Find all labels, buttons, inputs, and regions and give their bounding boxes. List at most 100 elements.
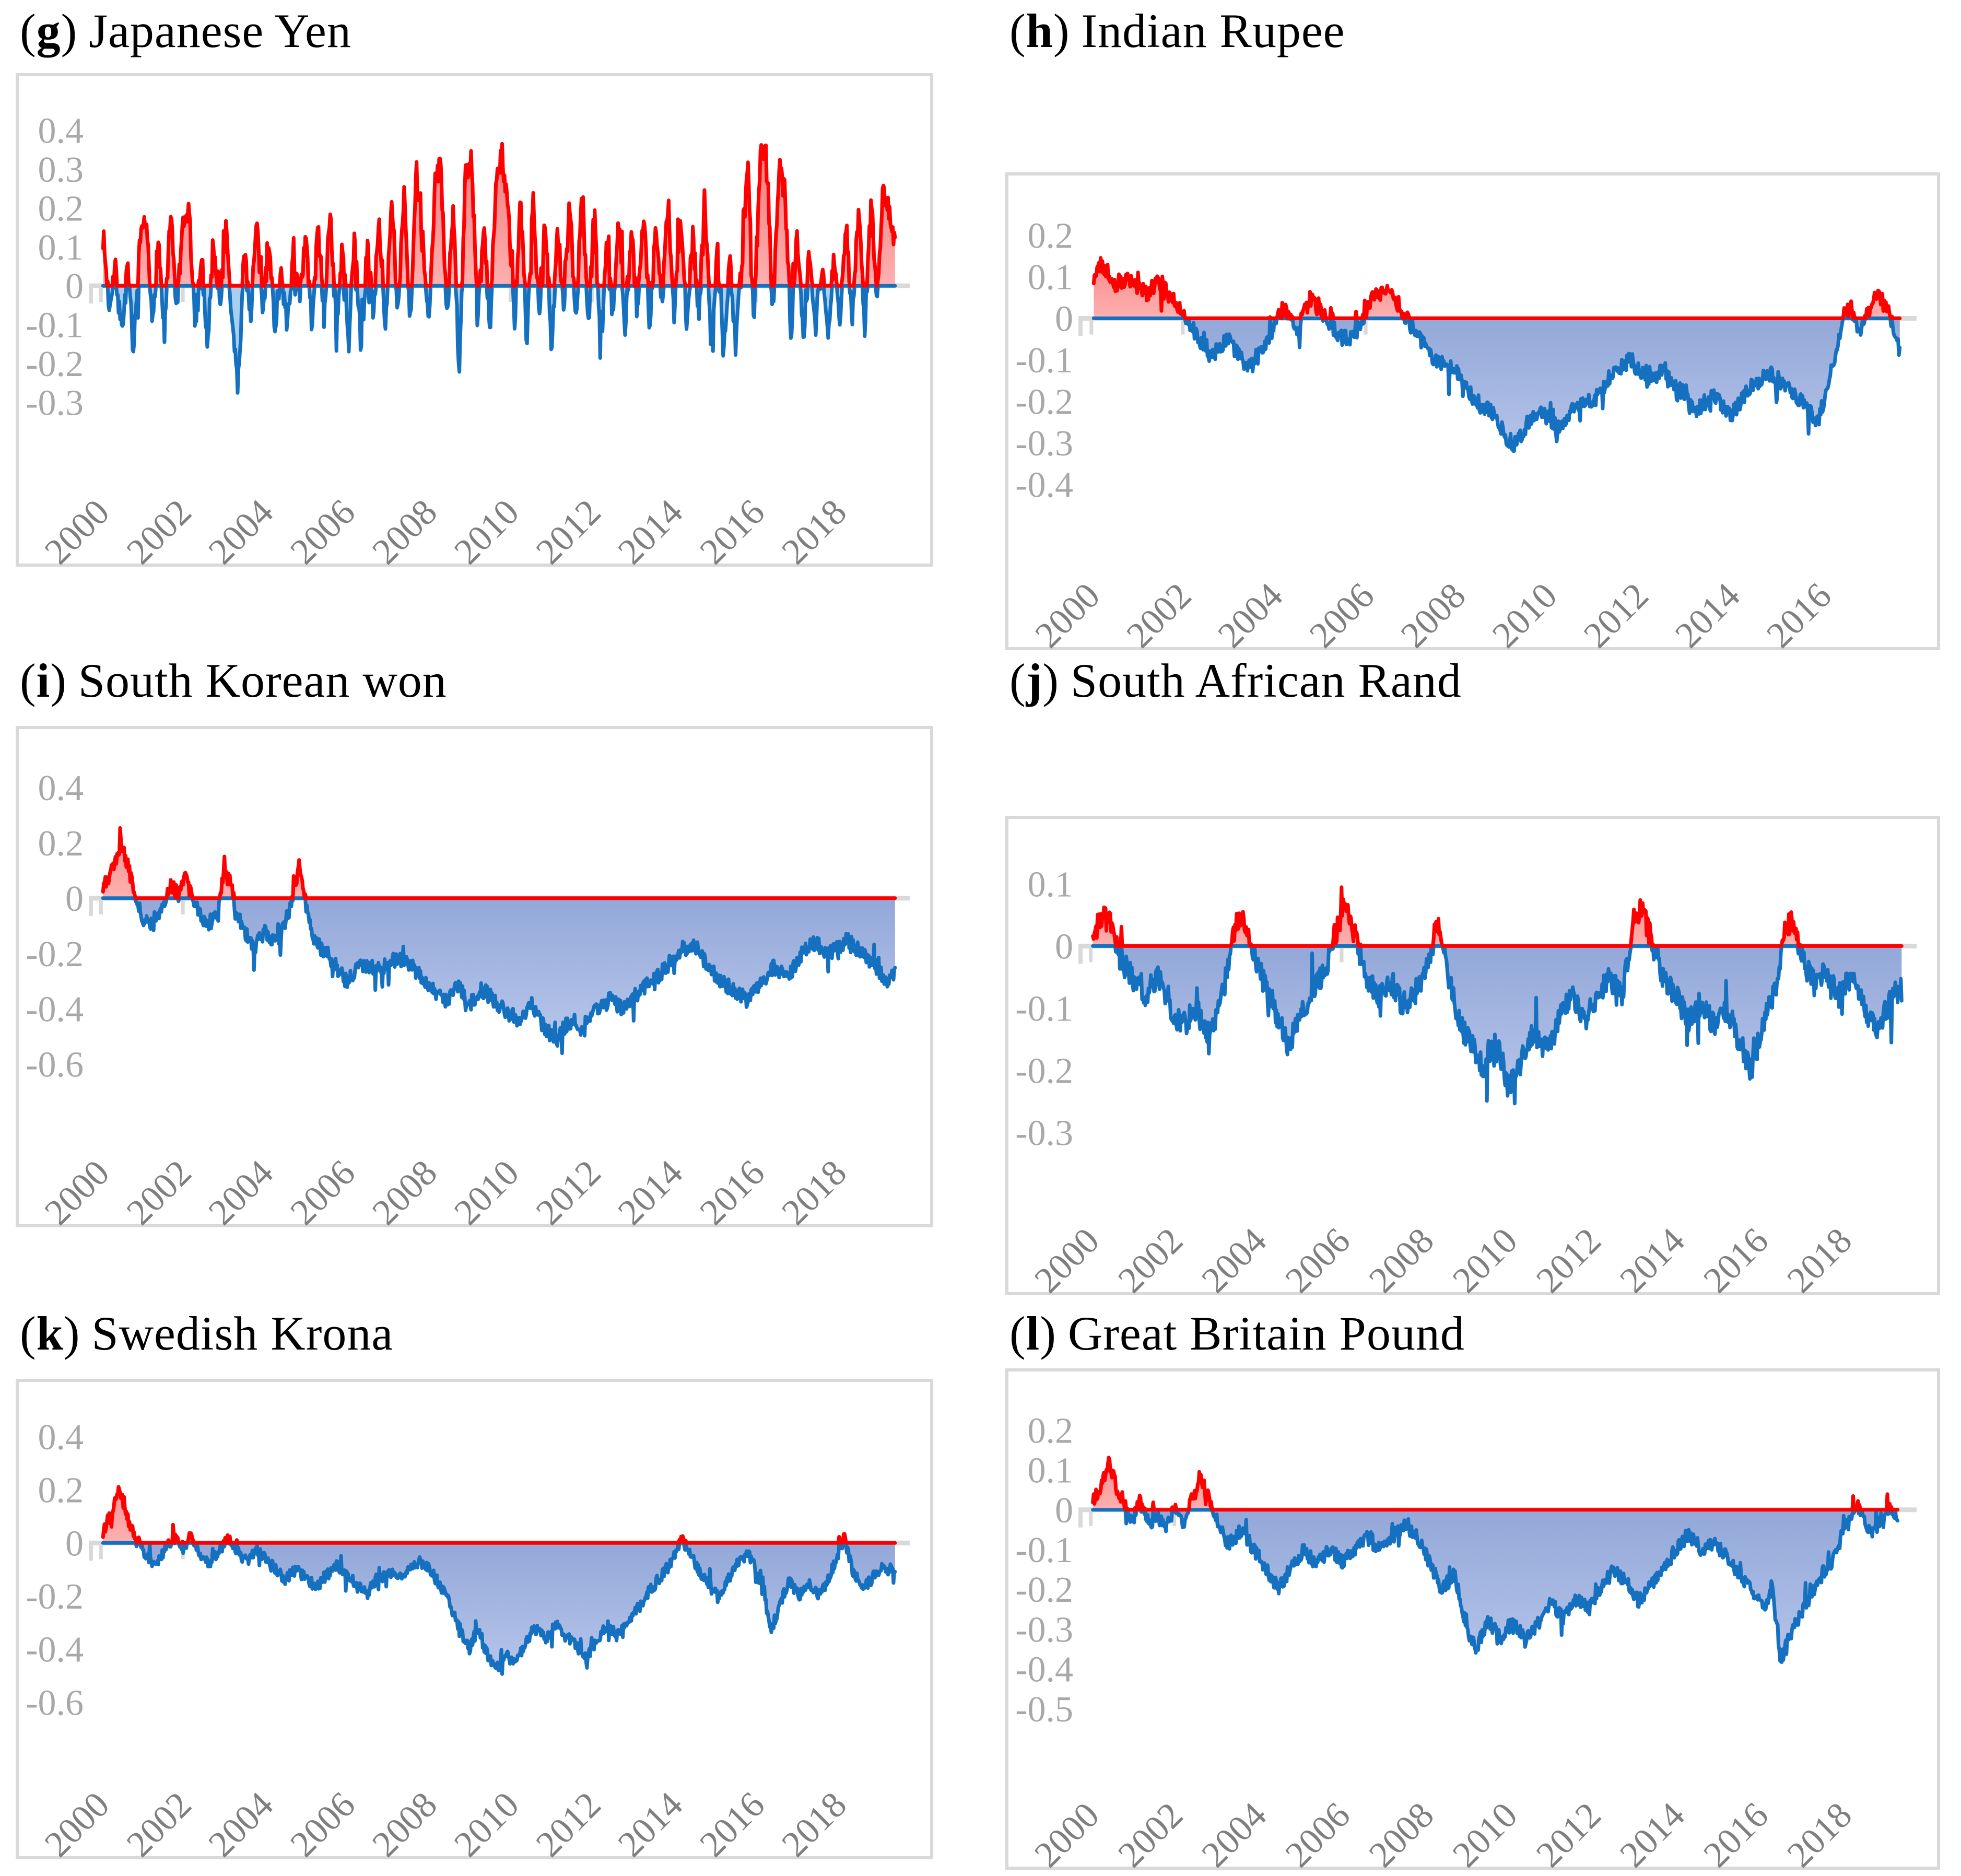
y-axis-tick-label: -0.3 <box>1015 424 1073 464</box>
paren-close: ) <box>50 654 67 707</box>
negative-area-fill <box>1093 946 1902 1104</box>
panel-letter: j <box>1026 654 1043 707</box>
panel-letter: i <box>36 654 51 707</box>
y-axis-tick-label: -0.1 <box>1015 989 1073 1029</box>
panel-l-title: (l) Great Britain Pound <box>1009 1306 1465 1361</box>
axis-tick <box>1340 947 1344 963</box>
negative-area-fill <box>1094 318 1900 451</box>
axis-tick <box>1078 1509 1083 1528</box>
y-axis-tick-label: 0.1 <box>38 228 84 268</box>
panel-letter: l <box>1026 1307 1040 1360</box>
paren-open: ( <box>1009 1307 1026 1360</box>
negative-area-fill <box>1093 1509 1898 1662</box>
negative-area-fill <box>103 898 895 1053</box>
y-axis-tick-label: -0.3 <box>1015 1113 1073 1153</box>
y-axis-tick-label: 0 <box>1055 299 1073 339</box>
chart-h-indian-rupee: 0.2 0.1 0 -0.1 -0.2 -0.3 -0.4 2000 2002 2004 2006 2… <box>1005 172 1940 650</box>
y-axis-tick-label: 0 <box>65 1523 84 1564</box>
axis-tick <box>1089 1511 1093 1526</box>
chart-frame <box>1005 172 1940 650</box>
axis-tick <box>1181 320 1185 335</box>
y-axis-tick-label: 0.2 <box>38 189 84 229</box>
y-axis-tick-label: -0.2 <box>26 1577 84 1617</box>
axis-tick <box>509 287 512 302</box>
axis-tick <box>89 898 93 916</box>
positive-area-fill <box>103 144 895 286</box>
axis-tick <box>181 899 185 914</box>
chart-i-south-korean-won: 0.4 0.2 0 -0.2 -0.4 -0.6 2000 2002 2004 2006 2008 2… <box>16 726 933 1227</box>
axis-tick <box>89 1543 93 1561</box>
chart-j-south-african-rand: 0.1 0 -0.1 -0.2 -0.3 2000 2002 2004 2006 2008 2010… <box>1005 816 1940 1295</box>
y-axis-tick-label: 0 <box>65 879 84 919</box>
positive-series-line <box>101 142 897 288</box>
y-axis-tick-label: 0 <box>65 266 84 307</box>
paren-open: ( <box>1009 4 1026 57</box>
paren-close: ) <box>61 4 78 57</box>
panel-currency-name: Japanese Yen <box>89 4 351 57</box>
paren-open: ( <box>20 654 37 707</box>
chart-frame <box>1005 816 1940 1295</box>
negative-series-line <box>101 896 897 1056</box>
panel-i-title: (i) South Korean won <box>20 653 447 708</box>
negative-series-line <box>101 284 897 395</box>
paren-close: ) <box>1042 654 1059 707</box>
axis-tick <box>1078 318 1083 336</box>
chart-l-great-britain-pound: 0.2 0.1 0 -0.1 -0.2 -0.3 -0.4 -0.5 2000 2002 2004 2… <box>1005 1368 1940 1870</box>
y-axis-tick-label: 0.1 <box>1028 1451 1074 1491</box>
y-axis-tick-label: 0 <box>1055 1491 1073 1531</box>
positive-series-line <box>1091 1456 1900 1512</box>
y-axis-tick-label: -0.2 <box>1015 382 1073 422</box>
paren-open: ( <box>20 1307 37 1360</box>
axis-tick <box>1364 320 1368 335</box>
y-axis-tick-label: 0.2 <box>38 824 84 864</box>
positive-series-line <box>1091 256 1902 320</box>
chart-g-japanese-yen: 0.4 0.3 0.2 0.1 0 -0.1 -0.2 -0.3 2000 2002 2004 200… <box>16 73 933 567</box>
y-axis-tick-label: -0.2 <box>1015 1051 1073 1091</box>
axis-tick <box>1089 320 1094 335</box>
y-axis-tick-label: -0.1 <box>26 306 84 346</box>
axis-tick <box>99 899 103 914</box>
axis-tick <box>1078 946 1083 964</box>
panel-currency-name: South Korean won <box>78 654 447 707</box>
chart-frame <box>16 73 933 567</box>
axis-tick <box>99 287 103 302</box>
panel-h-title: (h) Indian Rupee <box>1009 3 1345 58</box>
panel-letter: k <box>36 1307 64 1360</box>
axis-tick <box>1172 1511 1177 1526</box>
paren-close: ) <box>63 1307 80 1360</box>
panel-j-title: (j) South African Rand <box>1009 653 1462 708</box>
paren-close: ) <box>1040 1307 1056 1360</box>
y-axis-tick-label: -0.4 <box>26 1630 84 1670</box>
y-axis-tick-label: 0.2 <box>38 1471 84 1511</box>
y-axis-tick-label: 0.4 <box>38 1417 84 1458</box>
y-axis-tick-label: -0.1 <box>1015 341 1073 381</box>
axis-tick <box>590 287 594 302</box>
panel-g-title: (g) Japanese Yen <box>20 3 351 58</box>
panel-currency-name: South African Rand <box>1070 654 1462 707</box>
panel-letter: h <box>1026 4 1053 57</box>
paren-open: ( <box>1009 654 1026 707</box>
y-axis-tick-label: -0.1 <box>1015 1530 1073 1570</box>
y-axis-tick-label: 0.1 <box>1028 864 1074 905</box>
axis-tick <box>181 287 185 302</box>
panel-currency-name: Indian Rupee <box>1081 4 1345 57</box>
paren-open: ( <box>20 4 37 57</box>
negative-series-line <box>1091 944 1904 1106</box>
axis-tick <box>1089 947 1093 963</box>
y-axis-tick-label: 0.3 <box>38 150 84 190</box>
y-axis-tick-label: -0.3 <box>1015 1610 1073 1650</box>
negative-series-line <box>101 1541 897 1676</box>
negative-series-line <box>1091 1508 1900 1664</box>
positive-series-line <box>1091 885 1904 948</box>
y-axis-tick-label: -0.3 <box>26 383 84 423</box>
y-axis-tick-label: 0.4 <box>38 111 84 151</box>
y-axis-tick-label: -0.4 <box>26 990 84 1030</box>
negative-series-line <box>1091 316 1902 453</box>
y-axis-tick-label: 0 <box>1055 927 1073 967</box>
y-axis-tick-label: -0.6 <box>26 1683 84 1723</box>
